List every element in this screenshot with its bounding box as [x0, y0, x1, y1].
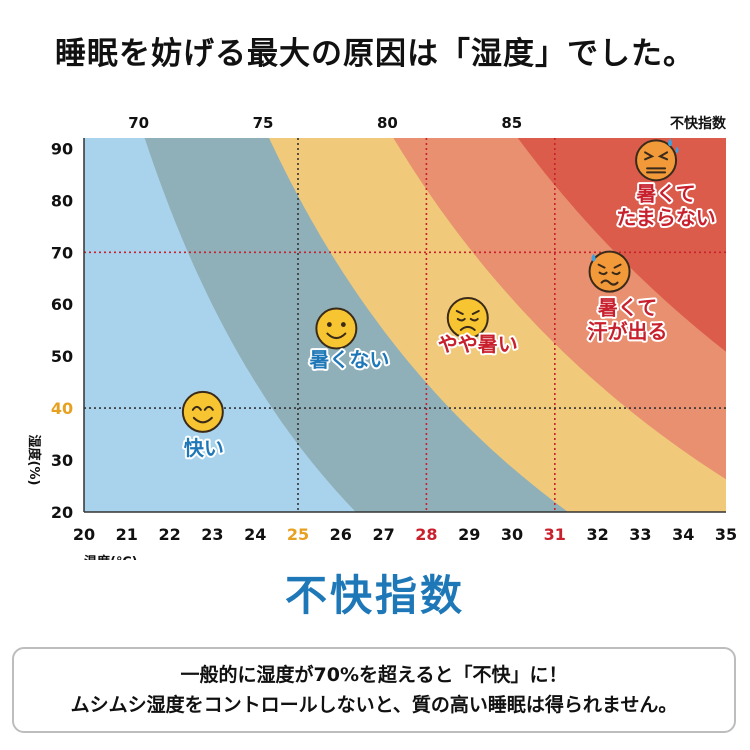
y-tick-70: 70	[51, 243, 73, 262]
y-tick-80: 80	[51, 191, 73, 210]
face-icon-happy	[181, 390, 224, 433]
y-tick-60: 60	[51, 295, 73, 314]
zone-label-1: 暑くない	[309, 348, 389, 372]
x-tick-33: 33	[629, 525, 651, 544]
discomfort-index-chart: 20 21 22 23 24 25 26 27 28 29 30 31 32 33 34 35 20 30 40 50…	[26, 114, 737, 560]
note-box: 一般的に湿度が70%を超えると「不快」に！ ムシムシ湿度をコントロールしないと、…	[12, 647, 736, 733]
di-axis-label: 不快指数	[670, 115, 727, 132]
y-tick-30: 30	[51, 451, 73, 470]
y-tick-50: 50	[51, 347, 73, 366]
zone-label-4: 暑くてたまらない	[616, 181, 715, 229]
face-icon-smile	[315, 307, 358, 350]
x-tick-26: 26	[330, 525, 352, 544]
face-icon-sweat	[588, 250, 631, 293]
y-axis-label: 湿度(%)	[26, 435, 42, 486]
headline: 睡眠を妨げる最大の原因は「湿度」でした。	[55, 36, 695, 72]
zone-label-3: 暑くて汗が出る	[588, 296, 668, 344]
di-tick-80: 80	[377, 114, 398, 132]
x-tick-21: 21	[116, 525, 138, 544]
x-tick-23: 23	[201, 525, 223, 544]
di-tick-75: 75	[253, 114, 274, 132]
zone-label-0: 快い	[184, 436, 224, 460]
x-tick-32: 32	[586, 525, 608, 544]
x-axis-label: 温度(℃)	[84, 554, 138, 560]
x-tick-25: 25	[287, 525, 309, 544]
face-icon-unbearable	[635, 138, 679, 182]
y-tick-40: 40	[51, 399, 73, 418]
x-tick-22: 22	[158, 525, 180, 544]
note-line-1: 一般的に湿度が70%を超えると「不快」に！	[180, 664, 568, 686]
x-tick-24: 24	[244, 525, 266, 544]
note-line-2: ムシムシ湿度をコントロールしないと、質の高い睡眠は得られません。	[70, 694, 678, 716]
zone-label-2: やや暑い	[438, 332, 518, 356]
x-tick-30: 30	[501, 525, 523, 544]
x-tick-28: 28	[415, 525, 437, 544]
y-tick-90: 90	[51, 139, 73, 158]
face-icon-uneasy	[446, 296, 489, 339]
x-tick-27: 27	[372, 525, 394, 544]
x-tick-31: 31	[544, 525, 566, 544]
x-tick-29: 29	[458, 525, 480, 544]
zone-unbearable	[517, 138, 726, 352]
discomfort-index-title: 不快指数	[284, 571, 465, 620]
di-tick-85: 85	[501, 114, 522, 132]
di-tick-70: 70	[128, 114, 149, 132]
x-tick-35: 35	[715, 525, 737, 544]
y-tick-20: 20	[51, 503, 73, 522]
x-tick-20: 20	[73, 525, 95, 544]
x-tick-34: 34	[672, 525, 694, 544]
